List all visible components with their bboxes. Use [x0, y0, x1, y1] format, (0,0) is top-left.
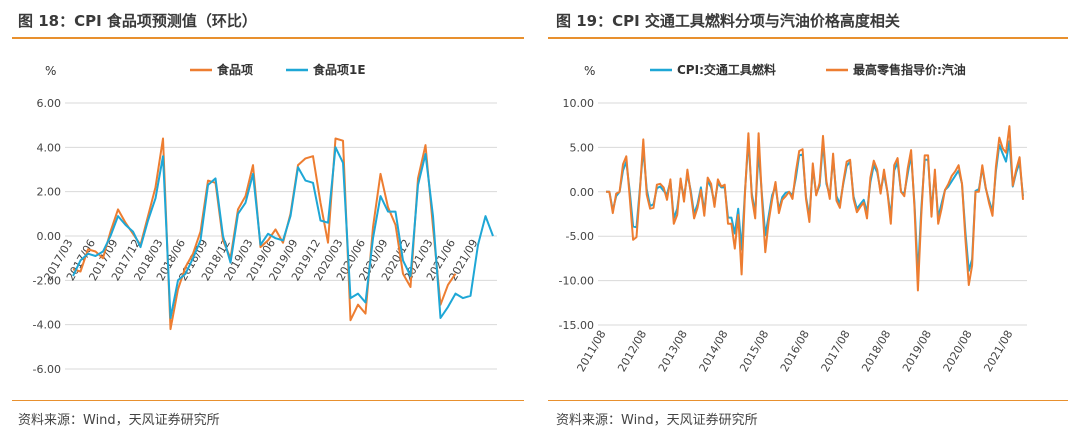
y-tick-label: -4.00	[33, 319, 61, 332]
y-tick-label: 0.00	[570, 186, 595, 199]
x-tick-label: 2017/08	[819, 328, 853, 374]
title-rule	[12, 37, 524, 39]
y-tick-label: 10.00	[563, 97, 595, 110]
figure-title: 图 19：CPI 交通工具燃料分项与汽油价格高度相关	[556, 12, 900, 30]
x-tick-label: 2021/08	[981, 328, 1015, 374]
source-rule	[548, 400, 1068, 401]
x-tick-label: 2019/08	[900, 328, 934, 374]
y-axis-unit: %	[584, 64, 595, 78]
x-tick-label: 2018/08	[859, 328, 893, 374]
y-tick-label: 5.00	[570, 141, 595, 154]
y-tick-label: -10.00	[559, 275, 594, 288]
y-tick-label: 4.00	[37, 141, 62, 154]
x-tick-label: 2015/08	[737, 328, 771, 374]
x-tick-label: 2012/08	[615, 328, 649, 374]
y-tick-label: -6.00	[33, 363, 61, 376]
x-tick-label: 2016/08	[778, 328, 812, 374]
y-tick-label: -5.00	[566, 230, 594, 243]
x-tick-label: 2013/08	[656, 328, 690, 374]
legend-label: 最高零售指导价:汽油	[853, 62, 966, 77]
figure-title: 图 18：CPI 食品项预测值（环比）	[18, 12, 257, 30]
y-tick-label: -15.00	[559, 319, 594, 332]
y-tick-label: 2.00	[37, 186, 62, 199]
legend-label: 食品项	[216, 62, 253, 77]
y-tick-label: -2.00	[33, 274, 61, 287]
legend-label: CPI:交通工具燃料	[677, 62, 776, 77]
y-tick-label: 0.00	[37, 230, 62, 243]
x-tick-label: 2011/08	[574, 328, 608, 374]
x-tick-label: 2014/08	[697, 328, 731, 374]
series-line	[606, 139, 1024, 276]
series-line	[72, 146, 494, 319]
food-cpi-chart: %6.004.002.000.00-2.00-4.00-6.002017/032…	[33, 62, 497, 376]
source-rule	[12, 400, 524, 401]
y-axis-unit: %	[45, 64, 56, 78]
y-tick-label: 6.00	[37, 97, 62, 110]
legend-label: 食品项1E	[312, 62, 366, 77]
series-line	[606, 125, 1024, 292]
source-note: 资料来源：Wind，天风证券研究所	[18, 413, 220, 428]
title-rule	[548, 37, 1068, 39]
x-tick-label: 2020/08	[941, 328, 975, 374]
source-note: 资料来源：Wind，天风证券研究所	[556, 413, 758, 428]
